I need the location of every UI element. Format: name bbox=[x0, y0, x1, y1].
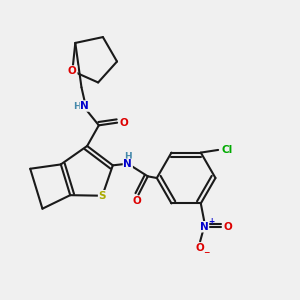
Text: H: H bbox=[124, 152, 132, 161]
Text: N: N bbox=[200, 222, 208, 232]
Text: +: + bbox=[208, 217, 214, 226]
Text: −: − bbox=[203, 248, 209, 256]
Text: N: N bbox=[80, 101, 89, 111]
Text: N: N bbox=[123, 159, 132, 169]
Text: O: O bbox=[132, 196, 141, 206]
Text: S: S bbox=[99, 191, 106, 201]
Text: O: O bbox=[68, 66, 77, 76]
Text: O: O bbox=[119, 118, 128, 128]
Text: O: O bbox=[224, 222, 233, 232]
Text: H: H bbox=[73, 101, 80, 110]
Text: Cl: Cl bbox=[222, 145, 233, 155]
Text: O: O bbox=[196, 243, 205, 253]
